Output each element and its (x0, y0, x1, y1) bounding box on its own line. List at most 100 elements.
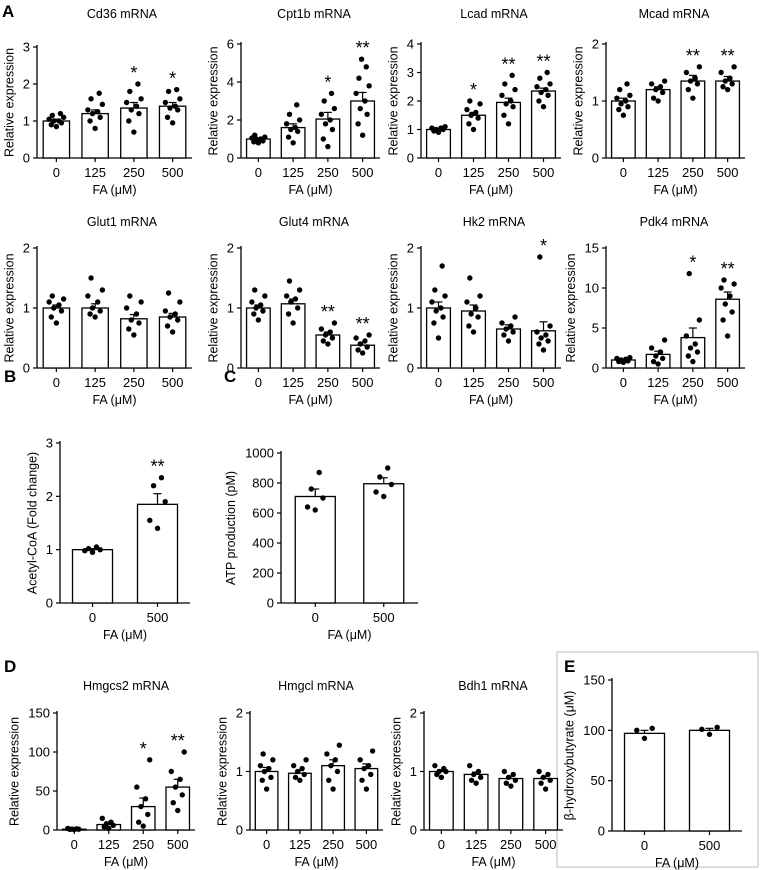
data-point (624, 81, 630, 87)
data-point (468, 311, 474, 317)
data-point (169, 329, 176, 335)
x-tick-label: 125 (84, 375, 106, 390)
data-point (258, 136, 264, 142)
significance-mark: ** (150, 457, 164, 477)
x-tick-label: 500 (535, 837, 557, 852)
data-point (135, 81, 141, 87)
data-point (97, 114, 103, 121)
data-point (442, 123, 448, 130)
y-tick-label: 0 (236, 823, 243, 838)
data-point (99, 101, 106, 108)
significance-mark: ** (321, 302, 335, 322)
data-point (262, 293, 268, 299)
data-point (634, 727, 640, 734)
data-point (661, 78, 668, 84)
y-tick-label: 50 (36, 784, 50, 799)
y-axis-label: Relative expression (8, 717, 22, 826)
x-tick-label: 0 (620, 375, 627, 390)
data-point (385, 465, 391, 471)
data-point (355, 347, 361, 353)
x-tick-label: 250 (682, 165, 704, 180)
data-point (136, 819, 142, 825)
y-tick-label: 100 (583, 723, 605, 738)
data-point (357, 757, 363, 763)
bar (254, 770, 279, 831)
bar (350, 344, 376, 369)
data-point (466, 762, 473, 769)
x-tick-label: 250 (132, 837, 154, 852)
data-point (303, 757, 309, 763)
data-point (327, 117, 333, 123)
y-tick-label: 1 (592, 94, 599, 109)
data-point (99, 815, 105, 821)
data-point (510, 104, 516, 110)
chart-title: Hmgcl mRNA (278, 679, 354, 693)
data-point (260, 308, 266, 314)
x-tick-label: 500 (162, 375, 184, 390)
data-point (536, 341, 542, 347)
data-point (545, 338, 551, 344)
significance-mark: * (130, 63, 137, 83)
x-tick-label: 500 (699, 838, 721, 853)
y-tick-label: 2 (23, 241, 30, 256)
data-point (468, 777, 475, 783)
data-point (331, 320, 338, 326)
x-tick-label: 500 (717, 375, 739, 390)
chart-title: Bdh1 mRNA (458, 679, 528, 693)
data-point (724, 333, 731, 339)
data-point (53, 320, 60, 326)
data-point (304, 504, 311, 510)
data-point (253, 305, 259, 311)
bar (610, 100, 636, 159)
data-point (720, 84, 726, 90)
data-point (540, 104, 547, 110)
x-tick-label: 250 (682, 375, 704, 390)
chart-bdh1-mrna: 0 1 2 Relative expression Bdh1 mRNA 0 125 250 50… (390, 679, 563, 869)
data-point (283, 293, 290, 299)
y-axis-label: Relative expression (387, 253, 401, 362)
data-point (318, 326, 325, 332)
data-point (326, 777, 332, 783)
data-point (128, 107, 134, 113)
y-tick-label: 2 (410, 706, 417, 721)
data-point (534, 329, 540, 335)
data-point (618, 101, 624, 107)
bar (715, 80, 741, 159)
data-point (123, 99, 130, 106)
data-point (627, 354, 633, 361)
data-point (358, 56, 365, 62)
y-tick-label: 1 (236, 764, 243, 779)
data-point (261, 768, 268, 775)
x-tick-label: 125 (98, 837, 120, 852)
y-tick-label: 0 (267, 596, 274, 611)
data-point (283, 121, 290, 127)
bar (158, 105, 187, 159)
data-point (327, 329, 333, 335)
data-point (328, 90, 335, 97)
data-point (696, 317, 703, 323)
y-axis-label: Relative expression (207, 253, 221, 362)
data-point (538, 780, 544, 786)
significance-mark: ** (686, 46, 700, 66)
significance-mark: * (169, 69, 176, 89)
significance-mark: * (470, 80, 477, 100)
data-point (299, 765, 305, 772)
data-point (685, 86, 692, 93)
data-point (296, 117, 303, 123)
data-point (167, 314, 173, 320)
data-point (505, 121, 512, 127)
data-point (266, 765, 272, 772)
data-point (328, 762, 334, 769)
data-point (475, 768, 482, 775)
data-point (57, 110, 64, 117)
significance-mark: ** (721, 46, 735, 66)
data-point (260, 751, 266, 757)
y-tick-label: 50 (591, 773, 605, 788)
bar (136, 503, 179, 604)
chart-panel-c: 0 200 400 600 800 1000 ATP production (pM) 0 500… (224, 446, 418, 642)
data-point (172, 103, 178, 109)
bar (245, 307, 271, 369)
data-point (687, 78, 694, 84)
data-point (142, 796, 149, 802)
x-tick-label: 250 (500, 837, 522, 852)
